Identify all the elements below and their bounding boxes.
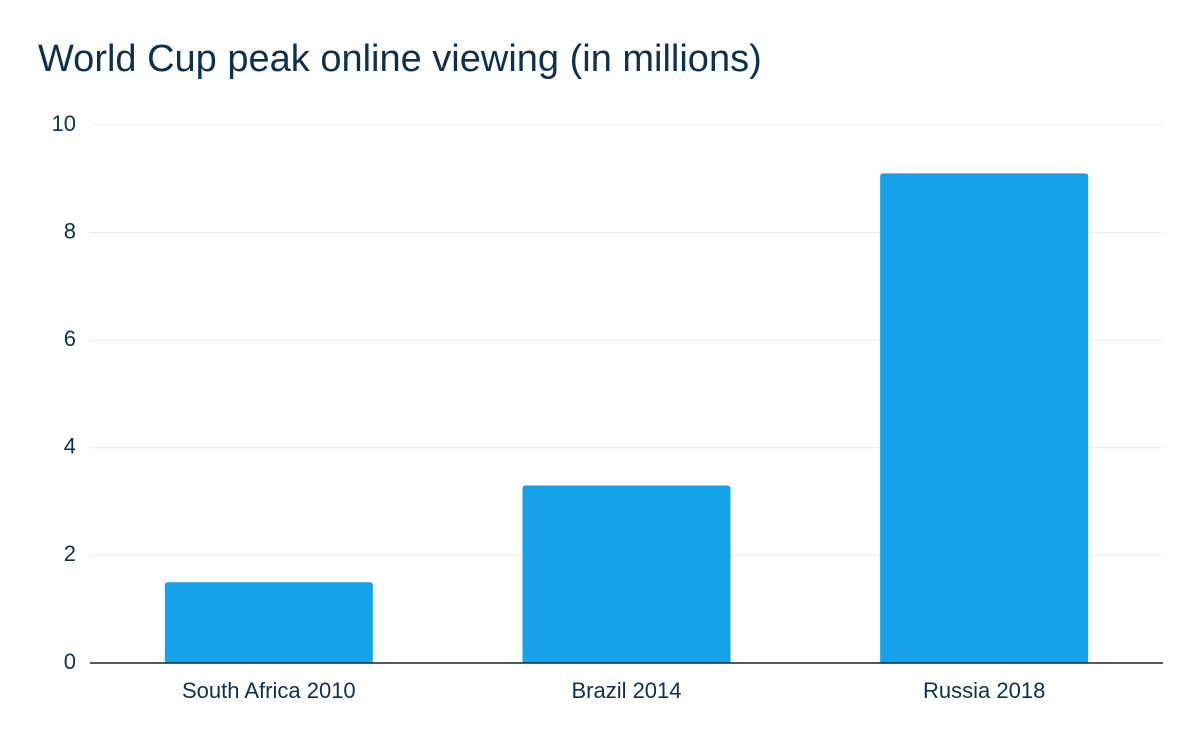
chart-title: World Cup peak online viewing (in millio…	[38, 38, 762, 80]
y-tick-label: 0	[64, 649, 76, 674]
x-category-label: South Africa 2010	[182, 678, 356, 703]
y-tick-label: 2	[64, 541, 76, 566]
x-category-label: Brazil 2014	[571, 678, 681, 703]
y-tick-label: 4	[64, 434, 76, 459]
y-tick-label: 6	[64, 326, 76, 351]
y-tick-label: 10	[52, 111, 76, 136]
x-axis-categories: South Africa 2010 Brazil 2014 Russia 2018	[182, 678, 1045, 703]
x-category-label: Russia 2018	[923, 678, 1045, 703]
y-axis-ticks: 0 2 4 6 8 10	[52, 111, 76, 674]
bars	[164, 173, 1089, 664]
y-tick-label: 8	[64, 218, 76, 243]
bar	[164, 582, 373, 663]
bar	[880, 173, 1089, 664]
bar	[522, 485, 731, 663]
